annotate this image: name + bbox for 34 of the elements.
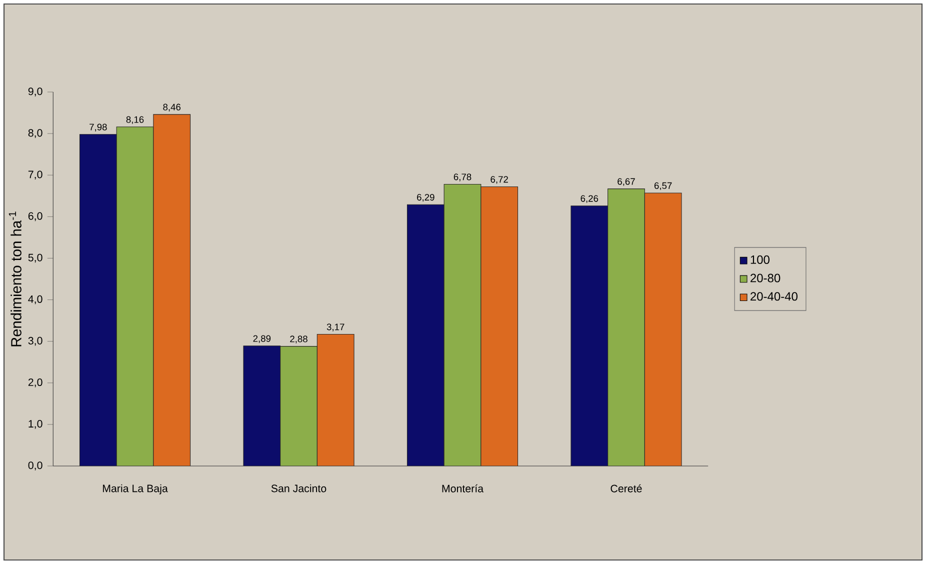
data-label: 8,16	[126, 116, 144, 124]
data-label: 2,89	[253, 335, 271, 343]
y-tick-label: 9,0	[28, 88, 42, 96]
y-tick-label: 6,0	[28, 212, 42, 222]
data-label: 2,88	[290, 336, 308, 344]
x-tick-label: Maria La Baja	[102, 484, 168, 494]
legend-label: 100	[750, 255, 770, 264]
data-label: 6,67	[618, 178, 635, 186]
data-label: 7,98	[90, 124, 107, 132]
data-label: 3,17	[326, 324, 344, 332]
y-tick-label: 2,0	[28, 378, 42, 388]
y-tick-label: 8,0	[28, 129, 42, 138]
y-tick-label: 4,0	[28, 295, 42, 304]
y-tick-label: 3,0	[28, 336, 42, 346]
data-label: 8,46	[163, 104, 181, 112]
data-label: 6,57	[654, 182, 672, 190]
bar	[444, 184, 482, 466]
legend-label: 20-80	[750, 274, 780, 282]
x-tick-label: Montería	[442, 484, 484, 492]
legend-label: 20-40-40	[750, 292, 798, 301]
data-label: 6,29	[417, 194, 434, 202]
y-tick-label: 1,0	[28, 420, 42, 429]
y-tick-label: 0,0	[28, 462, 42, 470]
bar	[608, 188, 645, 466]
x-tick-label: San Jacinto	[271, 484, 326, 492]
y-tick-label: 5,0	[28, 254, 42, 263]
data-label: 6,78	[454, 174, 472, 182]
bar	[116, 126, 154, 466]
x-tick-label: Cereté	[610, 484, 642, 492]
y-axis-title: Rendimiento ton ha$^{-1}$	[8, 212, 22, 346]
y-tick-label: 7,0	[28, 170, 42, 180]
data-label: 6,26	[580, 195, 598, 203]
bar	[280, 346, 318, 466]
data-label: 6,72	[490, 176, 508, 184]
